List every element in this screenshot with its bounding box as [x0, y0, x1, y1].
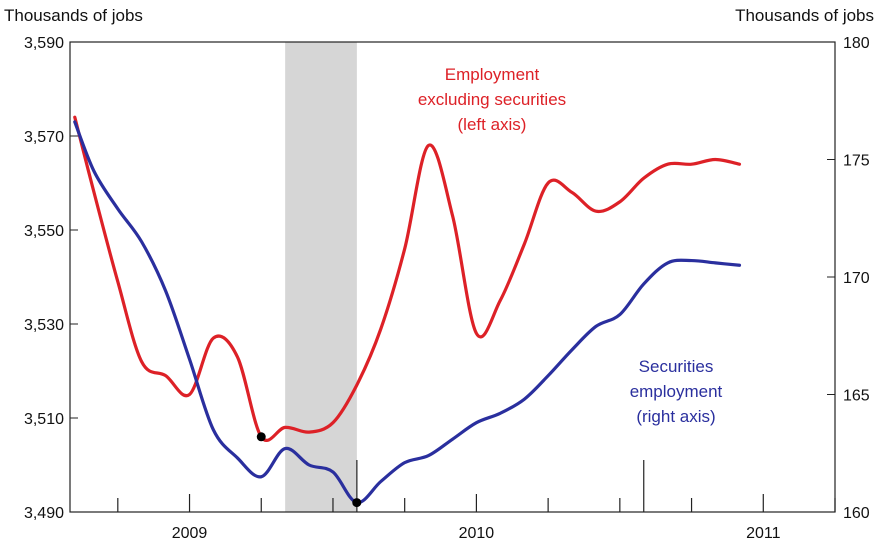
right-tick-label: 165	[843, 388, 870, 405]
left-tick-label: 3,490	[24, 505, 64, 522]
x-tick-label: 2010	[459, 525, 495, 542]
left-tick-label: 3,590	[24, 35, 64, 52]
x-tick-label: 2009	[172, 525, 208, 542]
right-tick-label: 160	[843, 505, 870, 522]
left-tick-label: 3,530	[24, 317, 64, 334]
series-annotation-line: excluding securities	[418, 90, 566, 109]
turning-point-marker	[256, 432, 266, 442]
series-annotation-line: Employment	[445, 65, 540, 84]
shaded-region	[285, 42, 357, 512]
left-tick-label: 3,570	[24, 129, 64, 146]
left-tick-label: 3,510	[24, 411, 64, 428]
series-line-securities-employment	[73, 120, 742, 505]
turning-point-marker	[352, 498, 362, 508]
left-axis-unit-label: Thousands of jobs	[4, 6, 143, 25]
right-tick-label: 175	[843, 153, 870, 170]
right-tick-label: 180	[843, 35, 870, 52]
series-annotation-line: (right axis)	[636, 407, 715, 426]
plot-frame	[69, 41, 836, 513]
series-line-employment-ex-securities	[73, 115, 742, 442]
series-annotation-line: (left axis)	[458, 115, 527, 134]
left-tick-label: 3,550	[24, 223, 64, 240]
series-annotation-line: Securities	[639, 357, 714, 376]
x-tick-label: 2011	[746, 525, 781, 542]
series-annotation-line: employment	[630, 382, 723, 401]
right-axis-unit-label: Thousands of jobs	[735, 6, 874, 25]
right-tick-label: 170	[843, 270, 870, 287]
